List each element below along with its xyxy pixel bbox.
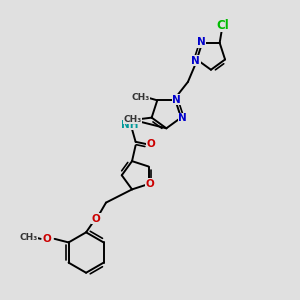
Text: CH₃: CH₃ [123,115,142,124]
Text: N: N [196,37,206,47]
Text: O: O [43,234,52,244]
Text: N: N [178,113,187,123]
Text: O: O [146,139,155,149]
Text: Cl: Cl [217,19,230,32]
Text: N: N [172,95,181,105]
Text: O: O [91,214,100,224]
Text: CH₃: CH₃ [132,93,150,102]
Text: NH: NH [122,120,139,130]
Text: CH₃: CH₃ [20,233,38,242]
Text: O: O [146,179,154,189]
Text: N: N [191,56,200,66]
